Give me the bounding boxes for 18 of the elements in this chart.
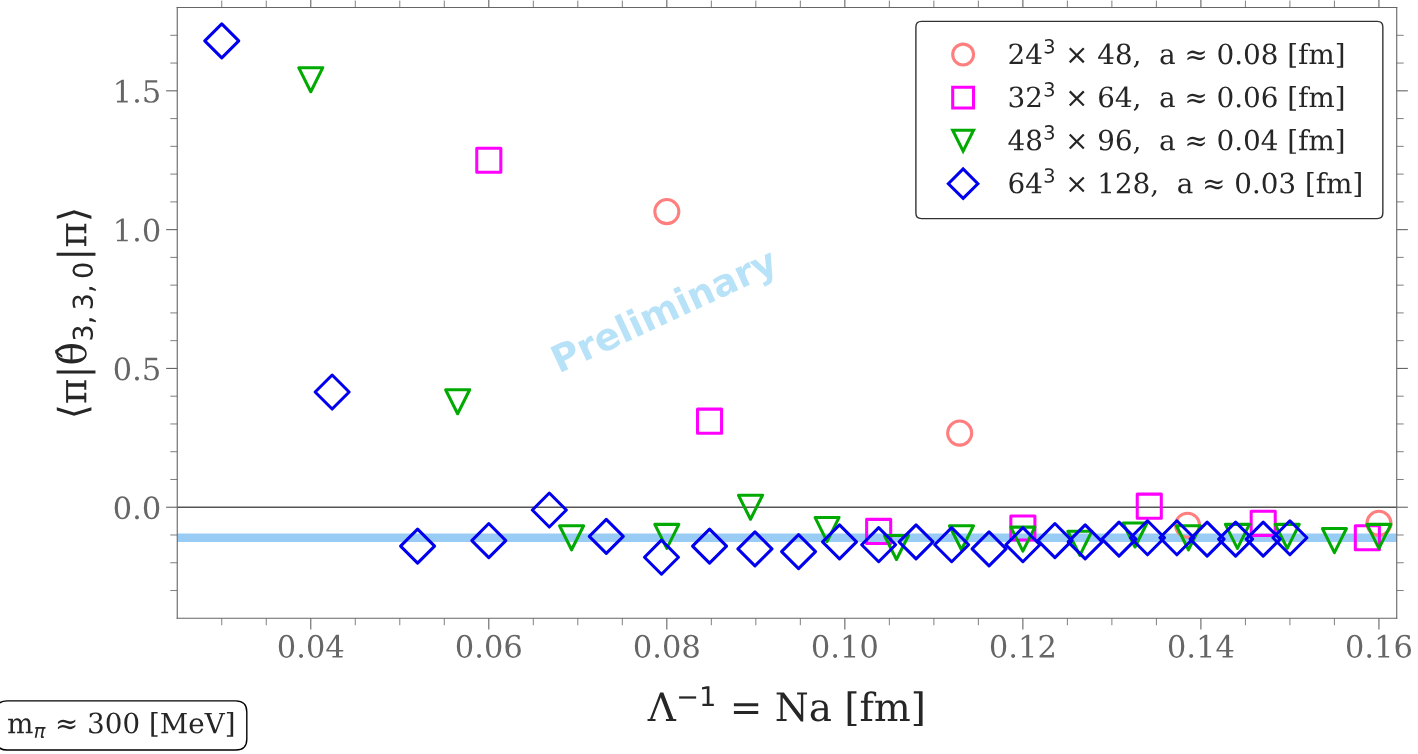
y-tick-label: 1.0 [116, 218, 160, 242]
legend-label: 48$^{3}$ × 96, a ≈ 0.04 [fm] [1008, 125, 1344, 154]
text: m$_{π}$ ≈ 300 [MeV] [8, 712, 234, 739]
y-tick-label: 0.0 [114, 496, 160, 520]
legend-label: 64$^{3}$ × 128, a ≈ 0.03 [fm] [1009, 168, 1361, 197]
x-tick-label: 0.16 [1346, 634, 1412, 658]
legend-label: 24$^{3}$ × 48, a ≈ 0.08 [fm] [1009, 38, 1344, 68]
legend-label: 32$^{3}$ × 64, a ≈ 0.06 [fm] [1009, 82, 1344, 111]
x-axis-title: Λ$^{−1}$ = Na [fm] [647, 686, 923, 727]
x-tick-label: 0.12 [990, 634, 1054, 658]
x-tick-label: 0.06 [456, 634, 521, 658]
y-tick-label: 1.5 [116, 79, 159, 103]
x-tick-label: 0.04 [278, 634, 344, 658]
x-tick-label: 0.10 [812, 634, 877, 658]
x-tick-label: 0.14 [1168, 634, 1234, 658]
x-tick-label: 0.08 [634, 634, 699, 658]
y-axis-title: ⟨π|θ̂$_{3,3,0}$|π⟩ [55, 210, 96, 416]
y-tick-label: 0.5 [114, 357, 159, 381]
